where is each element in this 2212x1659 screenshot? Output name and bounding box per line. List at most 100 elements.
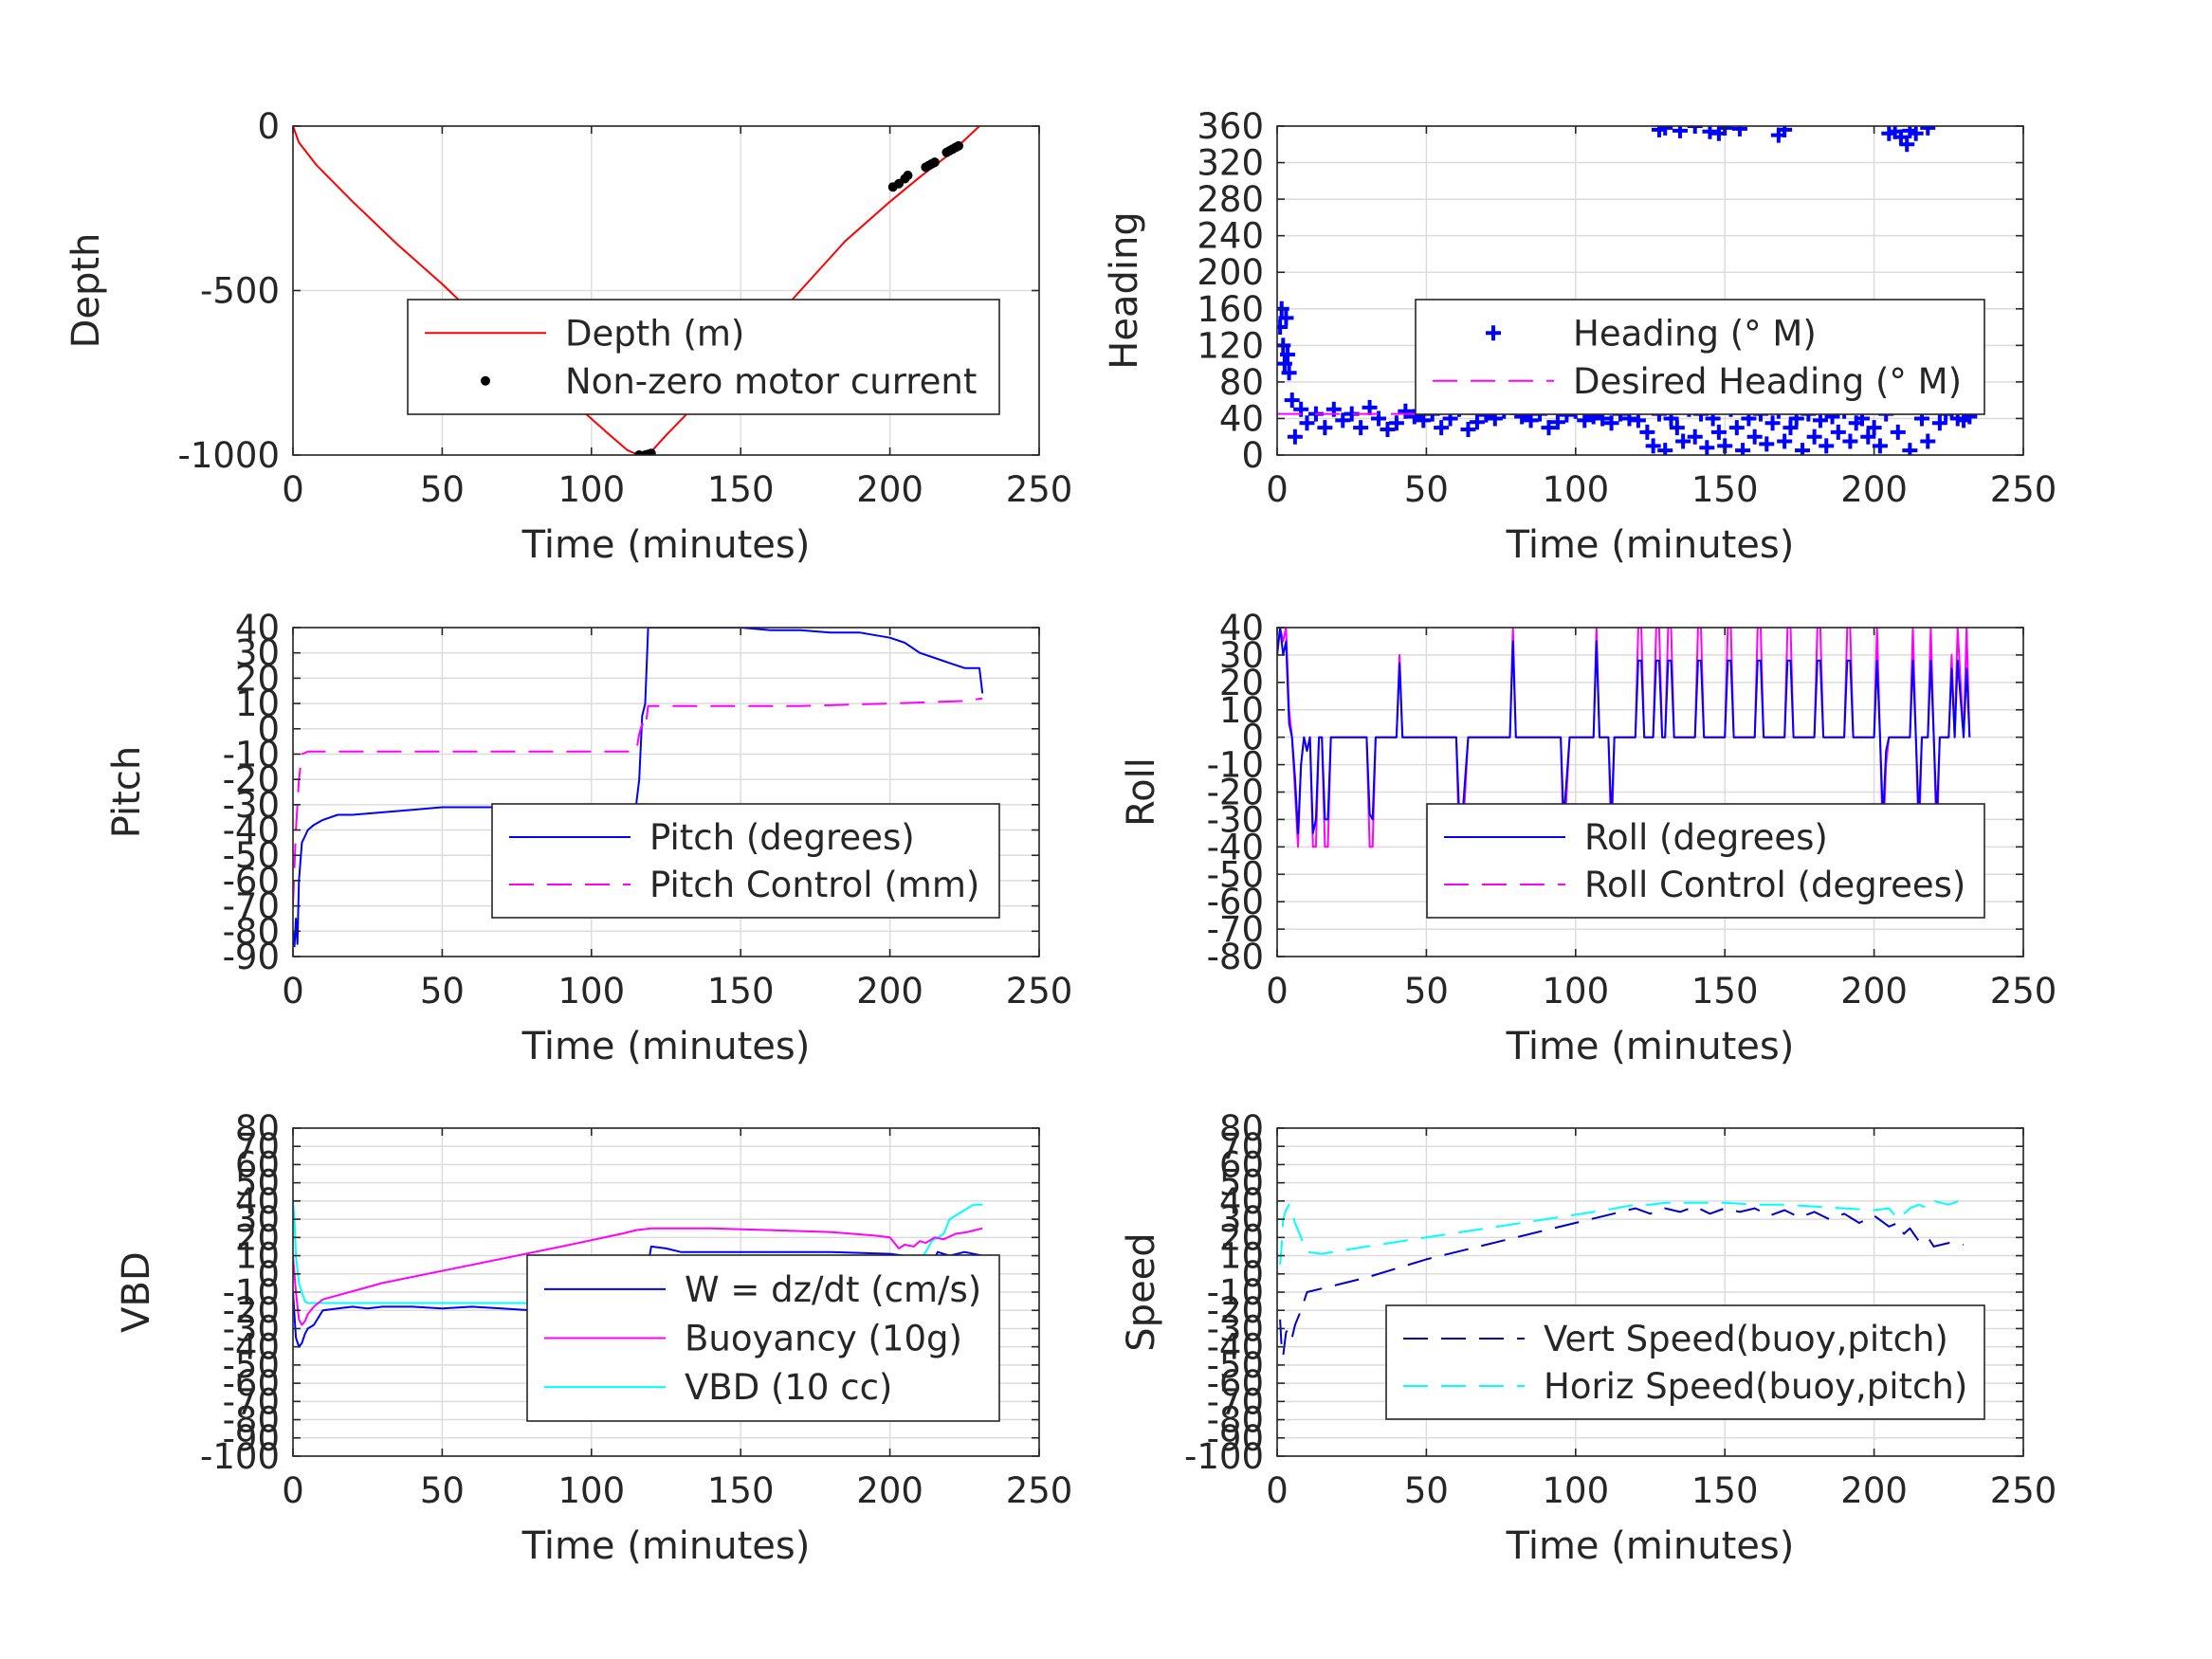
series-heading-m-point bbox=[1764, 415, 1781, 431]
y-tick-label: -50 bbox=[1207, 1345, 1264, 1386]
x-tick-label: 50 bbox=[420, 1470, 465, 1511]
series-heading-m-point bbox=[1278, 310, 1294, 326]
series-heading-m-point bbox=[1277, 319, 1289, 336]
y-tick-label: 0 bbox=[1241, 435, 1264, 476]
y-tick-label: -80 bbox=[223, 911, 280, 952]
axes-box bbox=[292, 627, 1040, 957]
series-vert-speed-buoy-pitch-line bbox=[1279, 1205, 1965, 1358]
legend-label: Buoyancy (10g) bbox=[685, 1319, 962, 1359]
y-tick-label: 20 bbox=[235, 1217, 280, 1258]
series-heading-m-point bbox=[1669, 420, 1685, 436]
x-tick-label: 150 bbox=[707, 1470, 775, 1511]
x-tick-label: 250 bbox=[1990, 971, 2057, 1012]
series-heading-m-point bbox=[1899, 137, 1915, 153]
y-tick-label: -80 bbox=[1207, 1400, 1264, 1441]
series-heading-m-point bbox=[1902, 443, 1918, 455]
subplot-depth: 0 50 100 150 200 250 0 -500 -1000 Time (minutes) D… bbox=[64, 106, 1072, 567]
y-tick-label: -70 bbox=[223, 1381, 280, 1422]
y-axis-label: Speed bbox=[1120, 1232, 1163, 1351]
x-tick-label: 50 bbox=[1404, 469, 1449, 510]
series-heading-m-point bbox=[1353, 420, 1369, 436]
series-heading-m-point bbox=[1860, 428, 1876, 445]
y-tick-label: -60 bbox=[1207, 882, 1264, 922]
y-tick-label: 10 bbox=[235, 684, 280, 724]
series-heading-m-point bbox=[1795, 443, 1811, 455]
x-tick-label: 100 bbox=[1542, 1470, 1609, 1511]
x-tick-label: 50 bbox=[420, 469, 465, 510]
series-heading-m-point bbox=[1388, 415, 1404, 431]
series-heading-m-point bbox=[1812, 412, 1828, 428]
y-tick-label: 320 bbox=[1197, 143, 1264, 184]
series-heading-m-point bbox=[1806, 428, 1822, 445]
y-tick-label: -50 bbox=[1207, 854, 1264, 895]
legend-label: Pitch (degrees) bbox=[649, 817, 915, 858]
legend: Vert Speed(buoy,pitch) Horiz Speed(buoy,p… bbox=[1385, 1304, 1985, 1420]
x-tick-label: 100 bbox=[558, 469, 625, 510]
y-tick-label: -30 bbox=[1207, 799, 1264, 840]
series-heading-m-point bbox=[1931, 415, 1947, 431]
series-heading-m-point bbox=[1728, 420, 1745, 436]
y-tick-label: -50 bbox=[223, 1345, 280, 1386]
x-axis-label: Time (minutes) bbox=[1506, 523, 1795, 567]
x-tick-label: 150 bbox=[707, 469, 775, 510]
legend-box bbox=[1415, 299, 1985, 415]
series-non-zero-motor-current-point bbox=[903, 171, 913, 181]
x-tick-label: 200 bbox=[856, 1470, 923, 1511]
y-tick-label: -70 bbox=[1207, 1381, 1264, 1422]
plot-area bbox=[293, 126, 980, 455]
series-heading-m-point bbox=[1380, 422, 1396, 438]
y-tick-label: 40 bbox=[1219, 608, 1264, 648]
y-tick-label: 0 bbox=[257, 709, 280, 750]
series-heading-m-point bbox=[1434, 420, 1450, 436]
y-tick-label: 30 bbox=[235, 633, 280, 674]
x-axis-label: Time (minutes) bbox=[1506, 1524, 1795, 1568]
x-tick-label: 0 bbox=[282, 469, 304, 510]
series-heading-m-point bbox=[1687, 428, 1703, 445]
subplot-roll: 0 50 100 150 200 250403020100-10-20-30-40-50-… bbox=[1120, 608, 2057, 1068]
y-tick-label: 200 bbox=[1197, 252, 1264, 293]
y-tick-label: -40 bbox=[223, 811, 280, 851]
series-heading-m-point bbox=[1866, 420, 1882, 436]
series-roll-degrees-line bbox=[1277, 628, 1971, 834]
y-tick-label: 0 bbox=[1241, 1254, 1264, 1295]
y-axis-label: VBD bbox=[115, 1251, 158, 1333]
series-heading-m-point bbox=[1842, 433, 1858, 449]
series-heading-m-point bbox=[1731, 126, 1747, 137]
x-tick-label: 0 bbox=[1266, 971, 1289, 1012]
y-tick-label: -1000 bbox=[177, 435, 280, 476]
y-tick-label: 50 bbox=[235, 1163, 280, 1204]
legend-label: VBD (10 cc) bbox=[685, 1367, 892, 1408]
series-heading-m-point bbox=[1890, 424, 1906, 440]
x-axis-label: Time (minutes) bbox=[521, 523, 811, 567]
series-pitch-control-mm-line bbox=[293, 697, 983, 906]
y-tick-label: -30 bbox=[1207, 1308, 1264, 1349]
x-tick-label: 100 bbox=[558, 971, 625, 1012]
y-tick-label: 80 bbox=[235, 1108, 280, 1149]
y-tick-label: -20 bbox=[223, 1290, 280, 1331]
x-tick-label: 150 bbox=[707, 971, 775, 1012]
series-heading-m-point bbox=[1908, 126, 1924, 141]
series-heading-m-point bbox=[1630, 412, 1646, 428]
y-tick-label: -20 bbox=[223, 759, 280, 800]
series-heading-m-point bbox=[1920, 126, 1936, 136]
y-tick-label: 30 bbox=[1219, 635, 1264, 676]
x-tick-label: 200 bbox=[856, 971, 923, 1012]
legend-label: Heading (° M) bbox=[1573, 313, 1817, 354]
y-tick-label: -20 bbox=[1207, 773, 1264, 813]
y-tick-label: 20 bbox=[235, 658, 280, 699]
legend-label: Roll Control (degrees) bbox=[1584, 865, 1965, 905]
y-tick-label: -50 bbox=[223, 835, 280, 876]
y-tick-label: 70 bbox=[235, 1126, 280, 1167]
series-non-zero-motor-current-point bbox=[954, 140, 964, 151]
y-tick-label: 120 bbox=[1197, 325, 1264, 366]
series-heading-m-point bbox=[1541, 420, 1557, 436]
y-axis-label: Roll bbox=[1120, 757, 1163, 827]
x-tick-label: 250 bbox=[1006, 971, 1073, 1012]
x-tick-label: 200 bbox=[1840, 469, 1908, 510]
series-heading-m-point bbox=[1735, 443, 1751, 455]
x-tick-label: 250 bbox=[1990, 1470, 2057, 1511]
axes-box bbox=[1276, 125, 2024, 456]
x-tick-label: 50 bbox=[1404, 971, 1449, 1012]
x-tick-label: 0 bbox=[1266, 469, 1289, 510]
